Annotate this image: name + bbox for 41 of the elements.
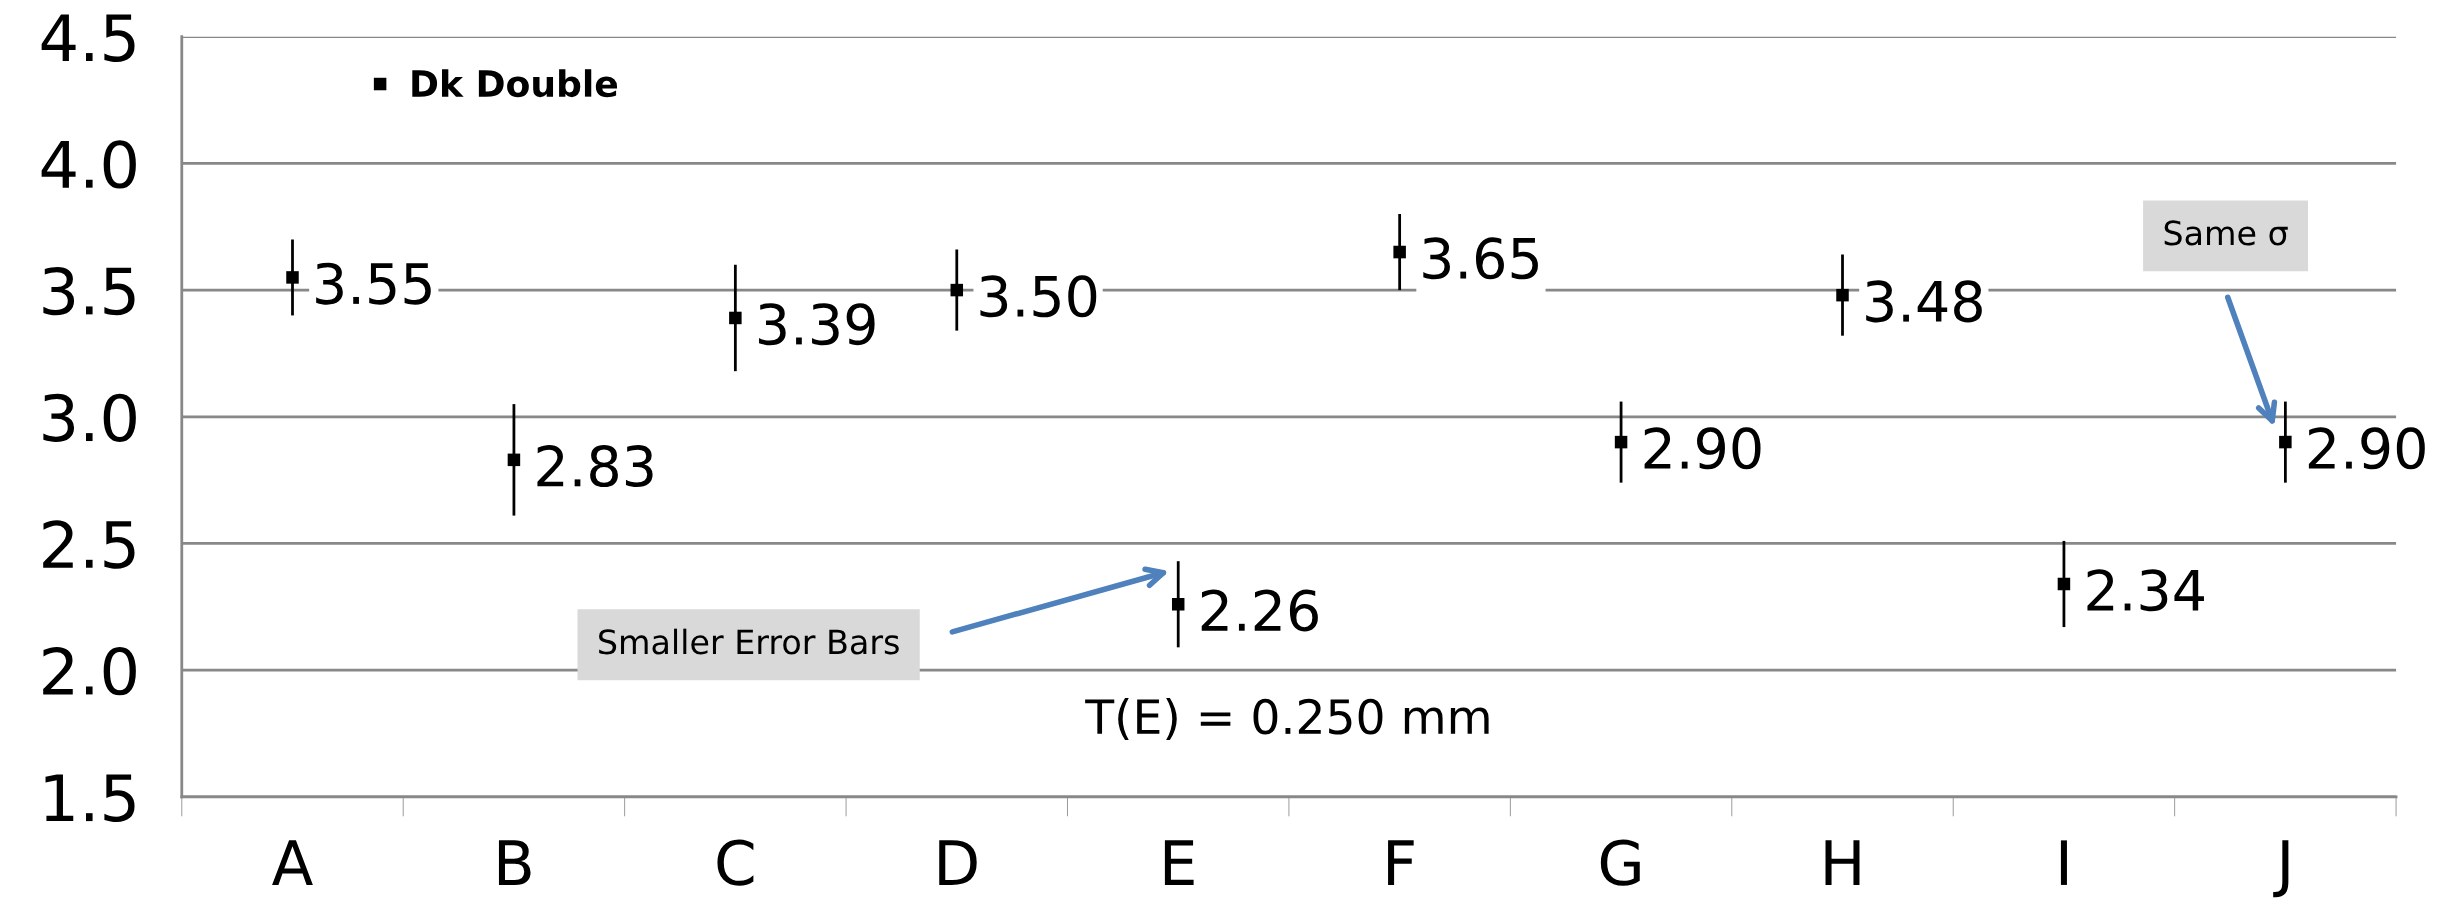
x-tick-label: A: [272, 840, 313, 885]
annotation: Smaller Error Bars: [599, 628, 899, 655]
data-label: 3.39: [759, 303, 875, 346]
data-label: 2.83: [537, 445, 653, 488]
point: [507, 453, 521, 467]
x-tick-label: H: [1825, 840, 1860, 885]
point: [1171, 598, 1185, 611]
data-label: 2.26: [1201, 589, 1318, 632]
point: [286, 271, 299, 284]
point: [2279, 435, 2292, 449]
point: [2057, 577, 2071, 591]
y-tick-label: 3.5: [43, 266, 135, 316]
x-tick-label: I: [2060, 840, 2067, 885]
point: [950, 283, 964, 297]
annotation: T(E) = 0.250 mm: [1085, 698, 1489, 741]
data-label: 2.90: [2308, 427, 2425, 470]
data-label: 2.90: [1644, 427, 1761, 470]
x-tick-label: C: [717, 839, 754, 886]
data-label: 3.55: [316, 262, 431, 305]
x-tick-label: G: [1600, 839, 1640, 886]
data-label: 3.65: [1423, 237, 1538, 280]
y-tick-label: 2.0: [43, 647, 136, 696]
point: [1836, 288, 1849, 302]
y-tick-label: 4.0: [41, 140, 136, 189]
legend-label: Dk Double: [412, 69, 618, 98]
data-label: 3.48: [1866, 280, 1982, 323]
y-tick-label: 4.5: [41, 14, 135, 62]
y-tick-label: 3.0: [43, 393, 136, 442]
x-tick-label: E: [1164, 840, 1194, 885]
annotation: Same σ: [2164, 220, 2288, 246]
data-label: 3.50: [980, 275, 1097, 318]
x-tick-label: B: [498, 840, 531, 885]
point: [1393, 245, 1406, 259]
y-tick-label: 2.5: [43, 520, 135, 569]
data-label: 2.34: [2087, 569, 2204, 612]
point: [1614, 435, 1628, 449]
x-tick-label: J: [2273, 840, 2289, 898]
x-tick-label: D: [939, 840, 977, 885]
point: [729, 311, 742, 325]
x-tick-label: F: [1388, 840, 1414, 885]
y-tick-label: 1.5: [45, 774, 135, 823]
